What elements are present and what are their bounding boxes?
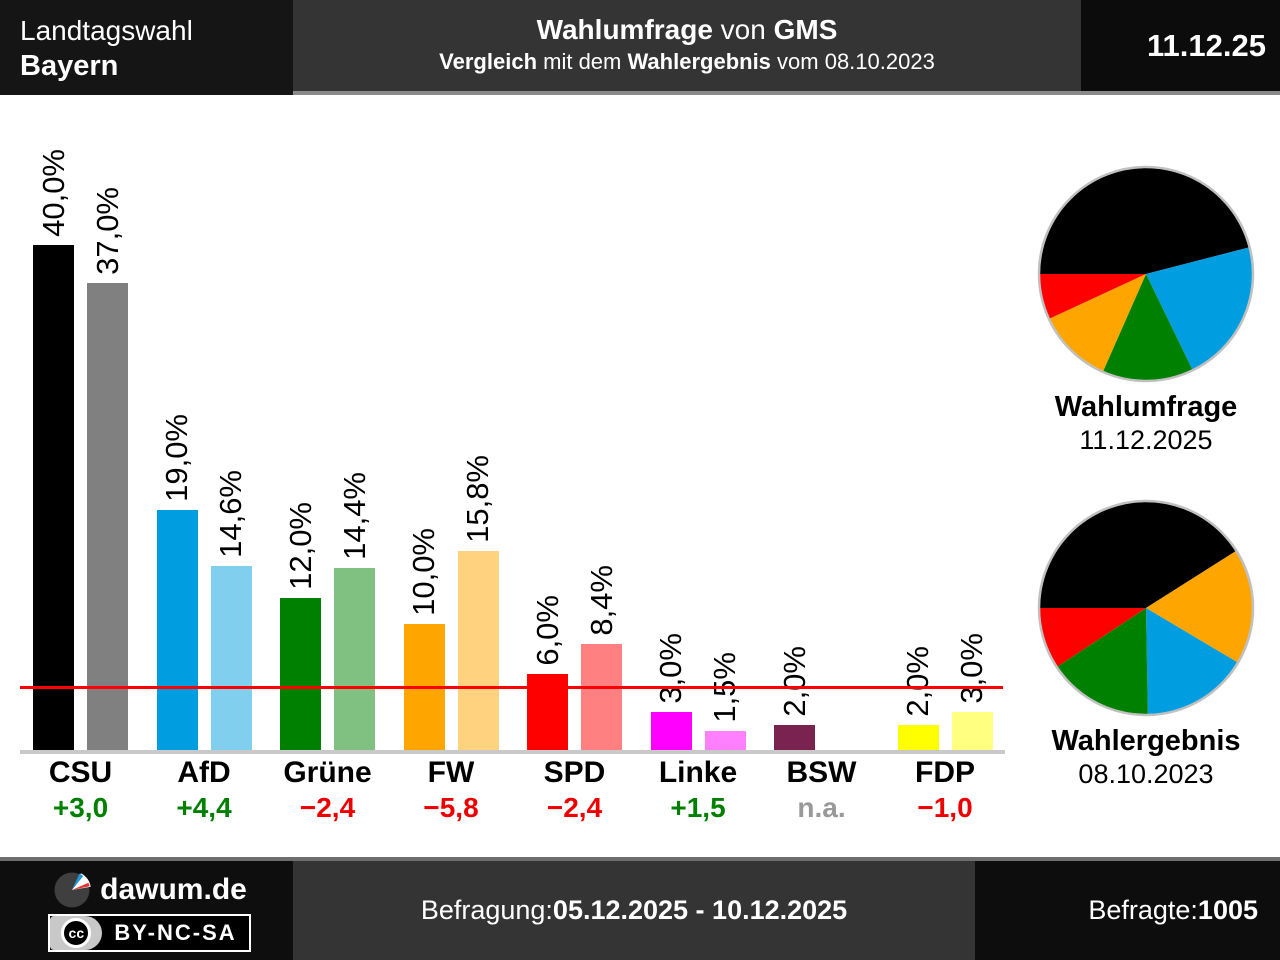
diff-label-bsw: n.a. [797, 792, 846, 823]
bar-poll-grüne [280, 598, 321, 750]
pie-slice-csu [1040, 501, 1236, 608]
diff-label-fdp: −1,0 [917, 792, 973, 823]
party-label-grüne: Grüne [283, 756, 372, 789]
pie-slice-csu [1040, 168, 1249, 274]
respondents-label: Befragte: [1088, 895, 1198, 925]
bar-poll-value-fdp: 2,0% [900, 646, 935, 717]
bar-poll-afd [156, 510, 198, 750]
pie-border [1037, 165, 1255, 383]
party-label-csu: CSU [48, 756, 113, 789]
header: Landtagswahl Bayern Wahlumfrage von GMS … [0, 0, 1280, 95]
pie-chart-result [1037, 499, 1255, 717]
bar-result-csu [87, 283, 128, 750]
pie-slice-spd [1040, 274, 1146, 319]
bar-result-spd [581, 644, 622, 750]
bar-chart: 40,0% 37,0% CSU +3,0 19,0% 14,6% AfD +4,4 12,0% 1… [0, 95, 1012, 865]
poll-title-bold: Wahlumfrage [536, 14, 713, 45]
subtitle-bold-2: Wahlergebnis [627, 49, 771, 74]
diff-label-linke: +1,5 [670, 792, 726, 823]
pie-result-title: Wahlergebnis [1051, 725, 1241, 757]
party-label-bsw: BSW [786, 756, 857, 789]
bar-poll-fdp [897, 725, 939, 750]
pie-slice-fw [1049, 274, 1146, 371]
bar-result-linke [704, 731, 746, 750]
footer: dawum.de cc BY-NC-SA Befragung: 05.12.20… [0, 861, 1280, 960]
header-election-box: Landtagswahl Bayern [0, 0, 293, 95]
bar-result-fw [457, 551, 499, 750]
pie-result-date: 08.10.2023 [1078, 759, 1214, 789]
five-percent-threshold-line [20, 686, 1003, 689]
footer-respondents-box: Befragte: 1005 [975, 861, 1280, 960]
footer-divider [0, 857, 1280, 861]
bar-poll-value-spd: 6,0% [529, 595, 565, 666]
bar-result-value-csu: 37,0% [89, 187, 125, 275]
bar-result-grüne [334, 568, 375, 750]
pie-slice-grüne [1057, 608, 1148, 714]
bar-poll-linke [650, 712, 692, 750]
bar-poll-value-bsw: 2,0% [776, 646, 812, 717]
pie-slice-fw [1146, 551, 1252, 663]
pie-caption-poll: Wahlumfrage 11.12.2025 [996, 390, 1280, 456]
poll-date: 11.12.25 [1147, 27, 1266, 63]
diff-label-fw: −5,8 [423, 792, 479, 823]
respondents-count: 1005 [1197, 895, 1258, 925]
cc-license-text: BY-NC-SA [114, 919, 237, 945]
party-label-linke: Linke [658, 756, 738, 789]
pie-chart-poll [1037, 165, 1255, 383]
subtitle-text-1: mit dem [537, 49, 628, 74]
x-axis-baseline [20, 750, 1005, 754]
dawum-logo-icon [54, 872, 91, 907]
diff-label-spd: −2,4 [546, 792, 603, 823]
bar-result-value-fw: 15,8% [460, 455, 495, 543]
party-label-spd: SPD [543, 756, 606, 789]
header-title-box: Wahlumfrage von GMS Vergleich mit dem Wa… [293, 0, 1081, 95]
party-label-fw: FW [427, 756, 475, 789]
poll-title-mid: von [712, 14, 774, 45]
survey-period: 05.12.2025 - 10.12.2025 [552, 895, 848, 925]
subtitle-bold-1: Vergleich [439, 49, 538, 74]
diff-label-grüne: −2,4 [299, 792, 356, 823]
pie-caption-result: Wahlergebnis 08.10.2023 [996, 724, 1280, 790]
pie-slice-spd [1040, 608, 1146, 667]
bar-result-value-spd: 8,4% [583, 565, 619, 636]
bar-result-fdp [951, 712, 993, 750]
bar-poll-bsw [774, 725, 815, 750]
subtitle-text-2: vom 08.10.2023 [770, 49, 935, 74]
bar-poll-value-grüne: 12,0% [282, 502, 318, 590]
pie-poll-date: 11.12.2025 [1079, 425, 1213, 455]
bar-poll-value-csu: 40,0% [35, 149, 71, 237]
pie-border [1037, 499, 1255, 717]
header-date-box: 11.12.25 [1081, 0, 1280, 95]
survey-label: Befragung: [420, 895, 553, 925]
pie-slice-afd [1146, 608, 1238, 714]
pie-poll-title: Wahlumfrage [1054, 391, 1238, 423]
pie-slice-afd [1146, 247, 1252, 370]
poll-institute: GMS [773, 14, 838, 45]
bar-result-afd [210, 566, 252, 750]
diff-label-csu: +3,0 [52, 792, 109, 823]
bar-poll-value-linke: 3,0% [653, 633, 688, 704]
bar-result-value-fdp: 3,0% [954, 633, 989, 704]
bar-result-value-afd: 14,6% [213, 470, 248, 558]
cc-icon: cc [50, 915, 103, 950]
brand-name: dawum.de [100, 872, 247, 906]
poll-title: Wahlumfrage von GMS [293, 13, 1081, 47]
footer-brand-box: dawum.de cc BY-NC-SA [0, 861, 293, 960]
poll-subtitle: Vergleich mit dem Wahlergebnis vom 08.10… [293, 47, 1081, 77]
party-label-fdp: FDP [915, 756, 975, 789]
footer-survey-box: Befragung: 05.12.2025 - 10.12.2025 [293, 861, 975, 960]
cc-circle: cc [61, 917, 92, 948]
election-type: Landtagswahl [20, 15, 193, 46]
party-label-afd: AfD [177, 756, 231, 789]
bar-poll-value-afd: 19,0% [159, 414, 194, 502]
cc-license-badge: cc BY-NC-SA [48, 913, 251, 952]
election-region: Bayern [20, 50, 119, 82]
pie-slice-grüne [1103, 274, 1193, 380]
diff-label-afd: +4,4 [176, 792, 232, 823]
bar-result-value-grüne: 14,4% [336, 472, 372, 560]
bar-poll-csu [33, 245, 74, 750]
bar-poll-value-fw: 10,0% [406, 528, 441, 616]
